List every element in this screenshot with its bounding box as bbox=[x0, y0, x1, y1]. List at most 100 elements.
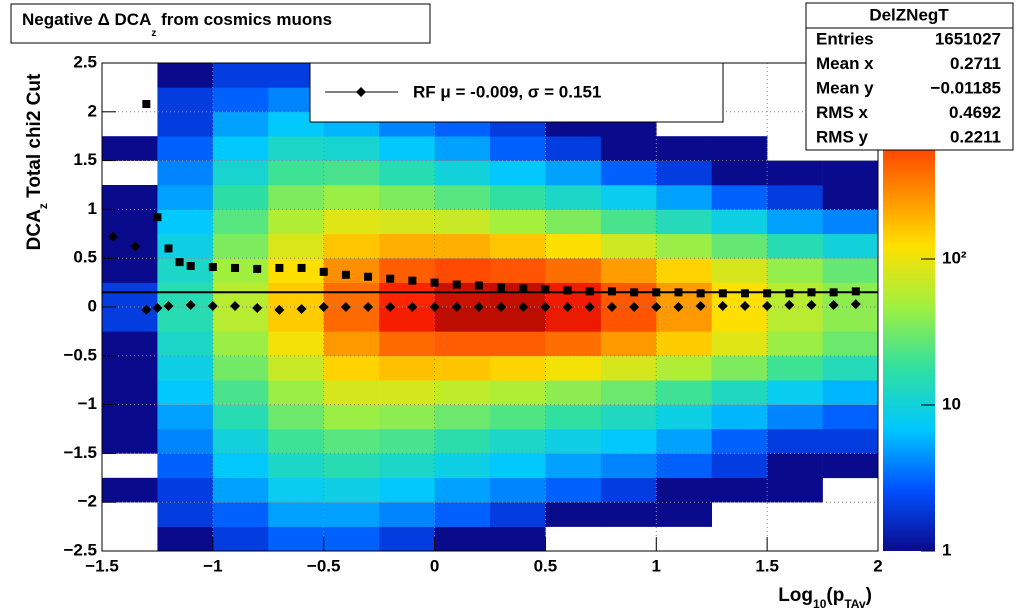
square-marker bbox=[696, 289, 705, 298]
stats-key: Entries bbox=[816, 29, 874, 48]
diamond-marker bbox=[562, 302, 573, 312]
diamond-marker bbox=[185, 300, 196, 311]
diamond-marker bbox=[152, 302, 163, 313]
heat-cell bbox=[379, 233, 435, 259]
heat-cell bbox=[490, 502, 546, 527]
diamond-marker bbox=[629, 302, 640, 312]
heat-cell bbox=[102, 380, 158, 405]
heat-cell bbox=[656, 185, 713, 210]
heat-cell bbox=[212, 185, 269, 210]
title-part: Negative Δ DCA bbox=[22, 10, 151, 29]
x-tick-label: 1.5 bbox=[755, 556, 779, 575]
heat-cell bbox=[822, 453, 879, 479]
diamond-marker bbox=[496, 302, 507, 312]
heat-cell bbox=[157, 209, 214, 235]
heat-cell bbox=[157, 429, 214, 454]
diamond-marker bbox=[850, 299, 861, 310]
heat-cell bbox=[545, 209, 602, 235]
x-tick-label: −1.5 bbox=[85, 556, 119, 575]
heat-cell bbox=[600, 453, 657, 479]
heat-cell bbox=[434, 380, 491, 405]
heat-cell bbox=[656, 477, 713, 503]
heat-cell bbox=[268, 331, 325, 357]
y-tick-label: −1 bbox=[78, 394, 97, 413]
heat-cell bbox=[490, 355, 546, 381]
x-label-part: ) bbox=[866, 585, 872, 606]
heat-cell bbox=[323, 209, 380, 235]
square-marker bbox=[364, 272, 373, 281]
y-label-part: DCA bbox=[24, 209, 45, 250]
heat-cell bbox=[711, 160, 768, 186]
heat-cell bbox=[656, 136, 713, 161]
stats-value: 0.2711 bbox=[950, 54, 1001, 73]
diamond-marker bbox=[739, 301, 750, 312]
heat-cell bbox=[656, 258, 713, 283]
heat-cell bbox=[434, 136, 491, 161]
heat-cell bbox=[268, 185, 325, 210]
heat-cell bbox=[379, 429, 435, 454]
heat-cell bbox=[157, 307, 214, 332]
heat-cell bbox=[545, 404, 602, 430]
heat-cell bbox=[157, 282, 214, 308]
heat-cell bbox=[157, 185, 214, 210]
heat-cell bbox=[434, 258, 491, 283]
heat-cell bbox=[490, 136, 546, 161]
chart-title: Negative Δ DCAz from cosmics muons bbox=[22, 10, 332, 38]
square-marker bbox=[142, 99, 151, 108]
title-part: z bbox=[151, 28, 156, 39]
diamond-marker bbox=[695, 301, 706, 312]
heat-cell bbox=[434, 526, 491, 552]
heat-cell bbox=[600, 307, 657, 332]
diamond-marker bbox=[296, 303, 307, 314]
heat-cell bbox=[323, 331, 380, 357]
heat-cell bbox=[323, 502, 380, 527]
heat-cell bbox=[212, 307, 269, 332]
heat-cell bbox=[767, 233, 823, 259]
heat-cell bbox=[379, 380, 435, 405]
diamond-marker bbox=[252, 302, 263, 313]
heat-cell bbox=[767, 404, 823, 430]
heat-cell bbox=[767, 160, 823, 186]
heat-cell bbox=[212, 331, 269, 357]
heat-cell bbox=[212, 136, 269, 161]
heat-cell bbox=[212, 233, 269, 259]
heat-cell bbox=[656, 380, 713, 405]
stats-key: RMS x bbox=[816, 103, 869, 122]
y-label-part: z bbox=[36, 203, 50, 209]
heat-cell bbox=[490, 185, 546, 210]
heat-cell bbox=[434, 404, 491, 430]
diamond-marker bbox=[230, 301, 241, 312]
heat-cell bbox=[545, 429, 602, 454]
y-axis-label: DCAz Total chi2 Cut bbox=[24, 73, 50, 250]
stats-value: 0.2211 bbox=[950, 127, 1001, 146]
stats-value: 1651027 bbox=[935, 29, 1001, 48]
square-marker bbox=[851, 287, 860, 296]
heat-cell bbox=[323, 136, 380, 161]
heat-cell bbox=[656, 502, 713, 527]
heat-cell bbox=[379, 404, 435, 430]
square-marker bbox=[386, 274, 395, 283]
heat-cell bbox=[157, 136, 214, 161]
heat-cell bbox=[711, 258, 768, 283]
heat-cell bbox=[434, 185, 491, 210]
heat-cell bbox=[545, 160, 602, 186]
square-marker bbox=[186, 262, 195, 271]
heat-cell bbox=[212, 209, 269, 235]
heat-cell bbox=[822, 160, 879, 186]
heat-cell bbox=[268, 355, 325, 381]
diamond-marker bbox=[673, 302, 684, 312]
heat-cell bbox=[490, 477, 546, 503]
heat-cell bbox=[379, 160, 435, 186]
heat-cell bbox=[711, 185, 768, 210]
heat-cell bbox=[767, 453, 823, 479]
heat-cell bbox=[711, 209, 768, 235]
y-tick-label: −0.5 bbox=[63, 345, 97, 364]
heat-cell bbox=[212, 87, 269, 113]
x-tick-label: −0.5 bbox=[307, 556, 341, 575]
legend-marker bbox=[356, 87, 366, 97]
square-marker bbox=[563, 286, 572, 295]
heat-cell bbox=[600, 477, 657, 503]
square-marker bbox=[208, 262, 217, 271]
heat-cell bbox=[711, 453, 768, 479]
heat-cell bbox=[157, 331, 214, 357]
